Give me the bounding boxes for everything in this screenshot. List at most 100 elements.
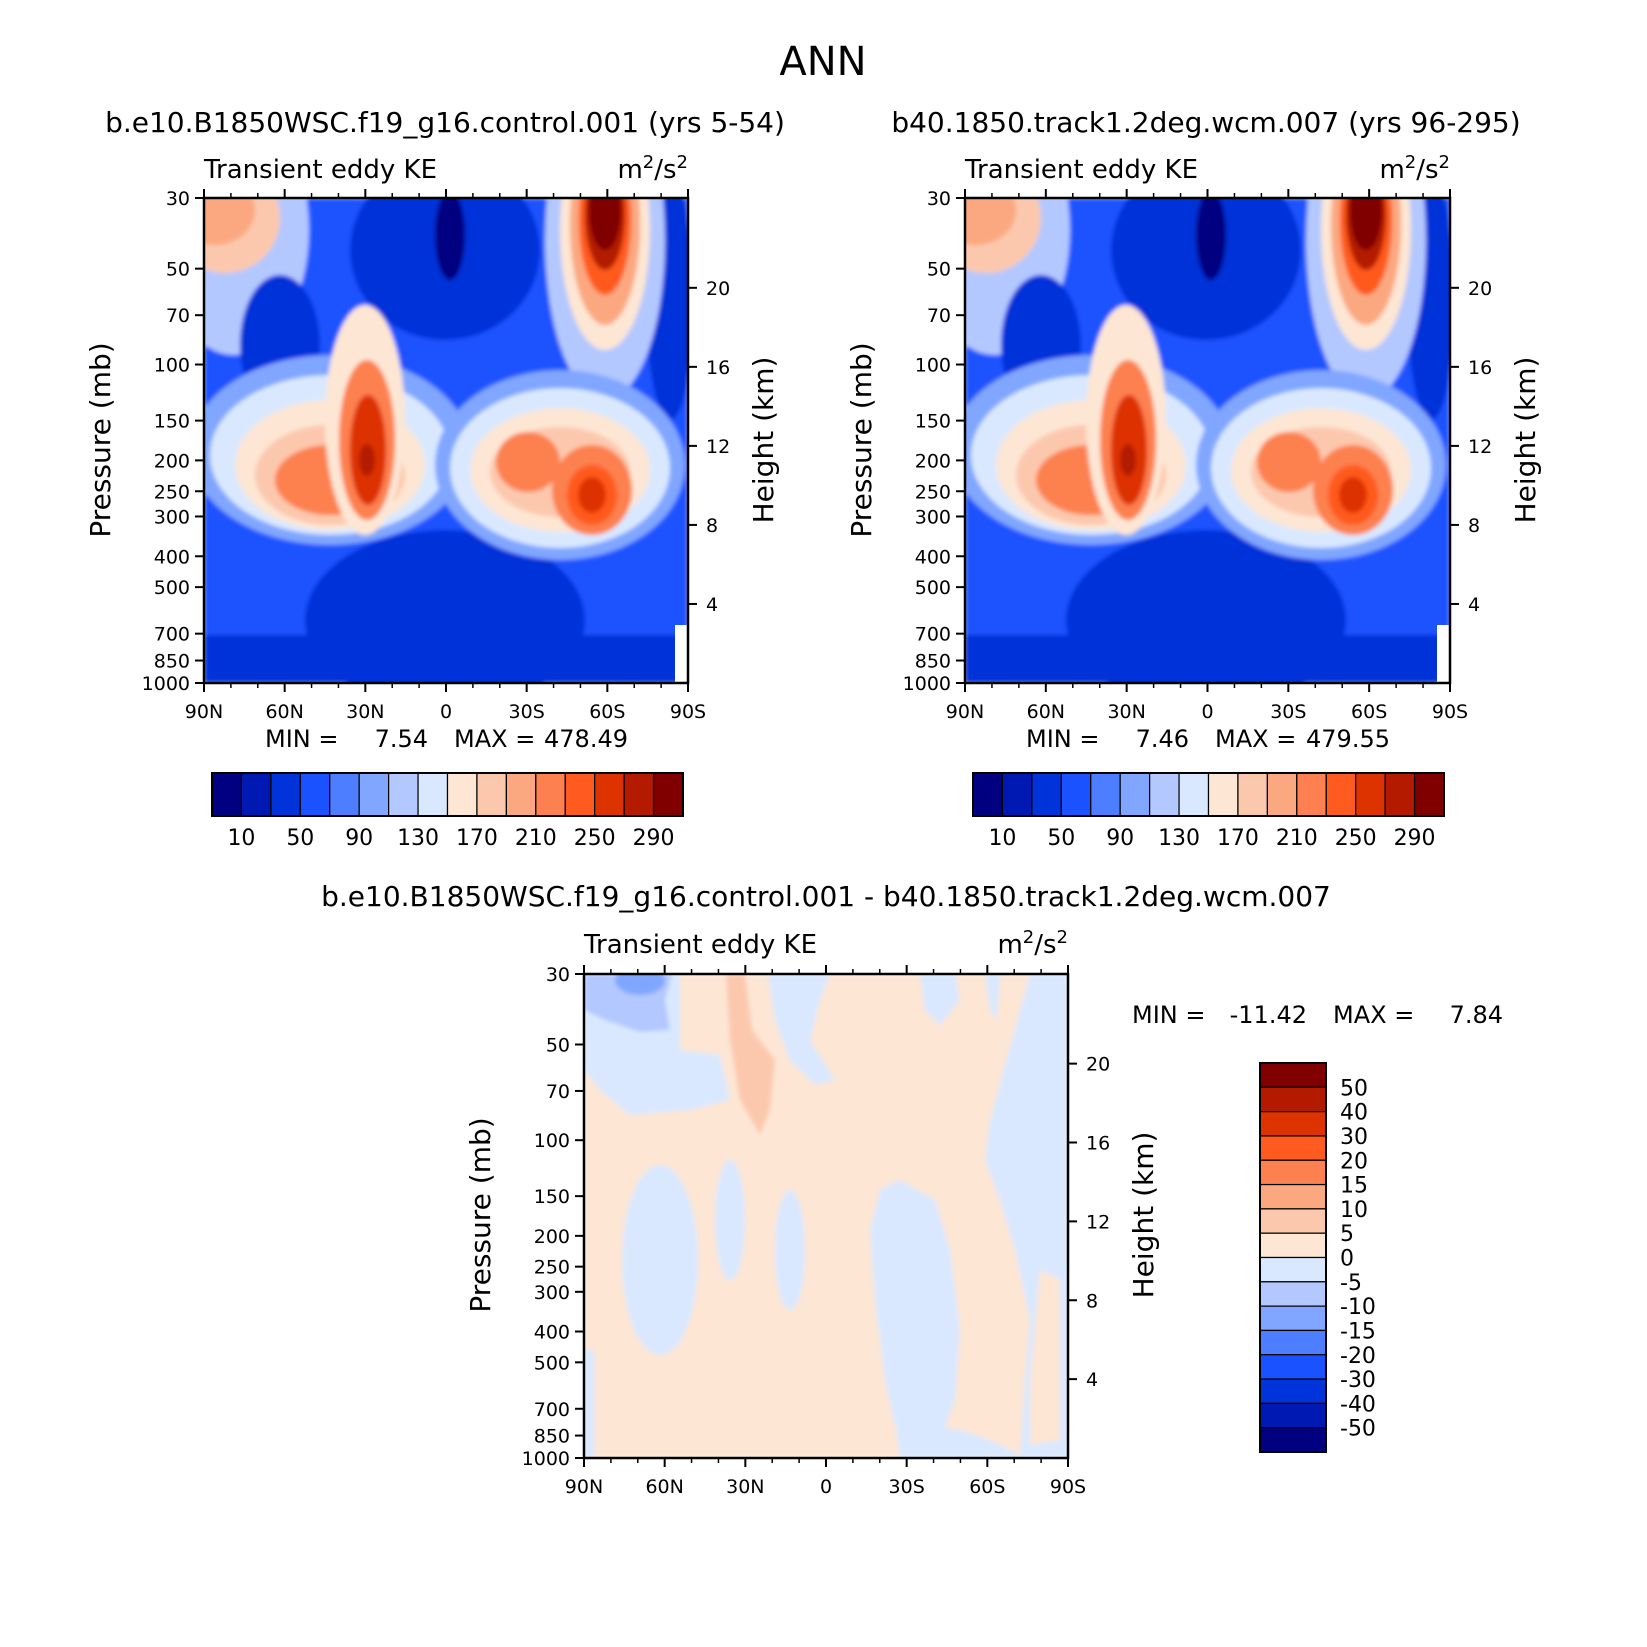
- units-label: m2/s2: [617, 152, 688, 185]
- colorbar-label: -15: [1340, 1319, 1376, 1344]
- y-tick-label: 1000: [522, 1448, 570, 1470]
- units-label: m2/s2: [1379, 152, 1450, 185]
- colorbar-label: 10: [1340, 1198, 1368, 1223]
- y-tick-label: 70: [166, 305, 190, 327]
- colorbar-box: [1259, 1159, 1327, 1186]
- colorbar-label: 0: [1340, 1247, 1354, 1272]
- y-tick-label: 1000: [903, 673, 951, 695]
- y-tick-label: 700: [534, 1399, 570, 1421]
- colorbar-box: [1090, 772, 1121, 817]
- colorbar-box: [1001, 772, 1033, 817]
- colorbar-box: [535, 772, 566, 817]
- x-tick-label: 60N: [1027, 701, 1065, 723]
- y-tick-label: 500: [915, 577, 951, 599]
- region-upper-45S: [985, 974, 1000, 1020]
- region-tongue-20N: [715, 1160, 745, 1280]
- y2-tick-label: 12: [1468, 436, 1492, 458]
- y-tick-label: 30: [166, 188, 190, 210]
- x-tick-label: 60S: [969, 1476, 1005, 1498]
- colorbar-box: [446, 772, 478, 817]
- colorbar-label: 170: [1217, 826, 1259, 851]
- min-value: 7.54: [375, 725, 428, 753]
- max-label: MAX =: [454, 725, 535, 753]
- colorbar-box: [329, 772, 360, 817]
- figure-title: ANN: [779, 39, 866, 85]
- min-label: MIN =: [265, 725, 338, 753]
- max-value: 479.55: [1306, 725, 1390, 753]
- contour-field: [965, 198, 1450, 683]
- contour-field: [204, 198, 688, 683]
- colorbar-box: [1259, 1256, 1327, 1283]
- colorbar-box: [1384, 772, 1416, 817]
- min-value: -11.42: [1230, 1001, 1307, 1029]
- colorbar-box: [1259, 1135, 1327, 1161]
- region-upper-left-core: [615, 974, 665, 995]
- y2-tick-label: 16: [1468, 357, 1492, 379]
- panel-difference: b.e10.B1850WSC.f19_g16.control.001 - b40…: [321, 880, 1503, 1498]
- units-label: m2/s2: [997, 927, 1068, 960]
- colorbar-label: -30: [1340, 1368, 1376, 1393]
- y-tick-label: 150: [534, 1186, 570, 1208]
- region-column-30S-60S: [870, 1180, 960, 1445]
- colorbar-label: 290: [633, 826, 675, 851]
- colorbar-box: [1031, 772, 1062, 817]
- y-tick-label: 150: [915, 411, 951, 433]
- x-tick-label: 60S: [589, 701, 625, 723]
- colorbar-label: -10: [1340, 1295, 1376, 1320]
- jet-sh-upper: [589, 198, 621, 250]
- jet-sh-east: [578, 477, 606, 513]
- colorbar-box: [1259, 1208, 1327, 1234]
- colorbar-label: 10: [988, 826, 1016, 851]
- colorbar-label: 50: [1340, 1076, 1368, 1101]
- y2-tick-label: 12: [1086, 1211, 1110, 1233]
- colorbar-label: 250: [574, 826, 616, 851]
- x-tick-label: 90N: [946, 701, 984, 723]
- y-tick-label: 50: [166, 259, 190, 281]
- x-tick-label: 0: [440, 701, 452, 723]
- colorbar-box: [358, 772, 390, 817]
- colorbar-box: [652, 772, 684, 817]
- x-tick-label: 90N: [185, 701, 223, 723]
- y-tick-label: 850: [915, 651, 951, 673]
- min-label: MIN =: [1026, 725, 1099, 753]
- region-lower-right-positive: [1030, 1270, 1060, 1445]
- colorbar-label: 50: [286, 826, 314, 851]
- colorbar: 10 50 90 130 170 210 250 290: [211, 772, 684, 851]
- colorbar-box: [1259, 1329, 1327, 1356]
- colorbar-box: [1259, 1402, 1327, 1429]
- x-tick-label: 0: [1201, 701, 1213, 723]
- y-tick-label: 500: [154, 577, 190, 599]
- y-axis-label: Pressure (mb): [84, 342, 117, 537]
- y-tick-label: 30: [927, 188, 951, 210]
- colorbar-frame: [1259, 1062, 1327, 1453]
- panel-top-left: b.e10.B1850WSC.f19_g16.control.001 (yrs …: [84, 106, 785, 851]
- y-tick-label: 300: [154, 506, 190, 528]
- y-tick-label: 200: [154, 450, 190, 472]
- y-tick-label: 250: [154, 481, 190, 503]
- colorbar-box: [211, 772, 243, 817]
- y2-tick-label: 16: [1086, 1133, 1110, 1155]
- colorbar-box: [299, 772, 331, 817]
- jet-sh-east: [1339, 477, 1367, 513]
- colorbar-box: [1296, 772, 1327, 817]
- polar-cap-nh: [204, 198, 255, 245]
- colorbar-box: [1259, 1183, 1327, 1210]
- x-tick-label: 30S: [509, 701, 545, 723]
- y-tick-label: 500: [534, 1352, 570, 1374]
- missing-topography: [675, 625, 688, 683]
- y-tick-label: 700: [915, 624, 951, 646]
- y-tick-label: 400: [154, 546, 190, 568]
- y2-tick-label: 8: [1086, 1290, 1098, 1312]
- colorbar-box: [1259, 1111, 1327, 1137]
- region-column-30S-60S: [895, 1420, 1020, 1458]
- y2-axis-label: Height (km): [1509, 357, 1542, 524]
- colorbar-label: 10: [227, 826, 255, 851]
- colorbar-box: [623, 772, 655, 817]
- panel-title: Transient eddy KE: [203, 155, 437, 185]
- y-tick-label: 300: [534, 1282, 570, 1304]
- max-label: MAX =: [1215, 725, 1296, 753]
- colorbar: 10 50 90 130 170 210 250 290: [972, 772, 1445, 851]
- region-ridge-30N: [726, 974, 775, 1135]
- colorbar-box: [972, 772, 1004, 817]
- colorbar-box: [564, 772, 596, 817]
